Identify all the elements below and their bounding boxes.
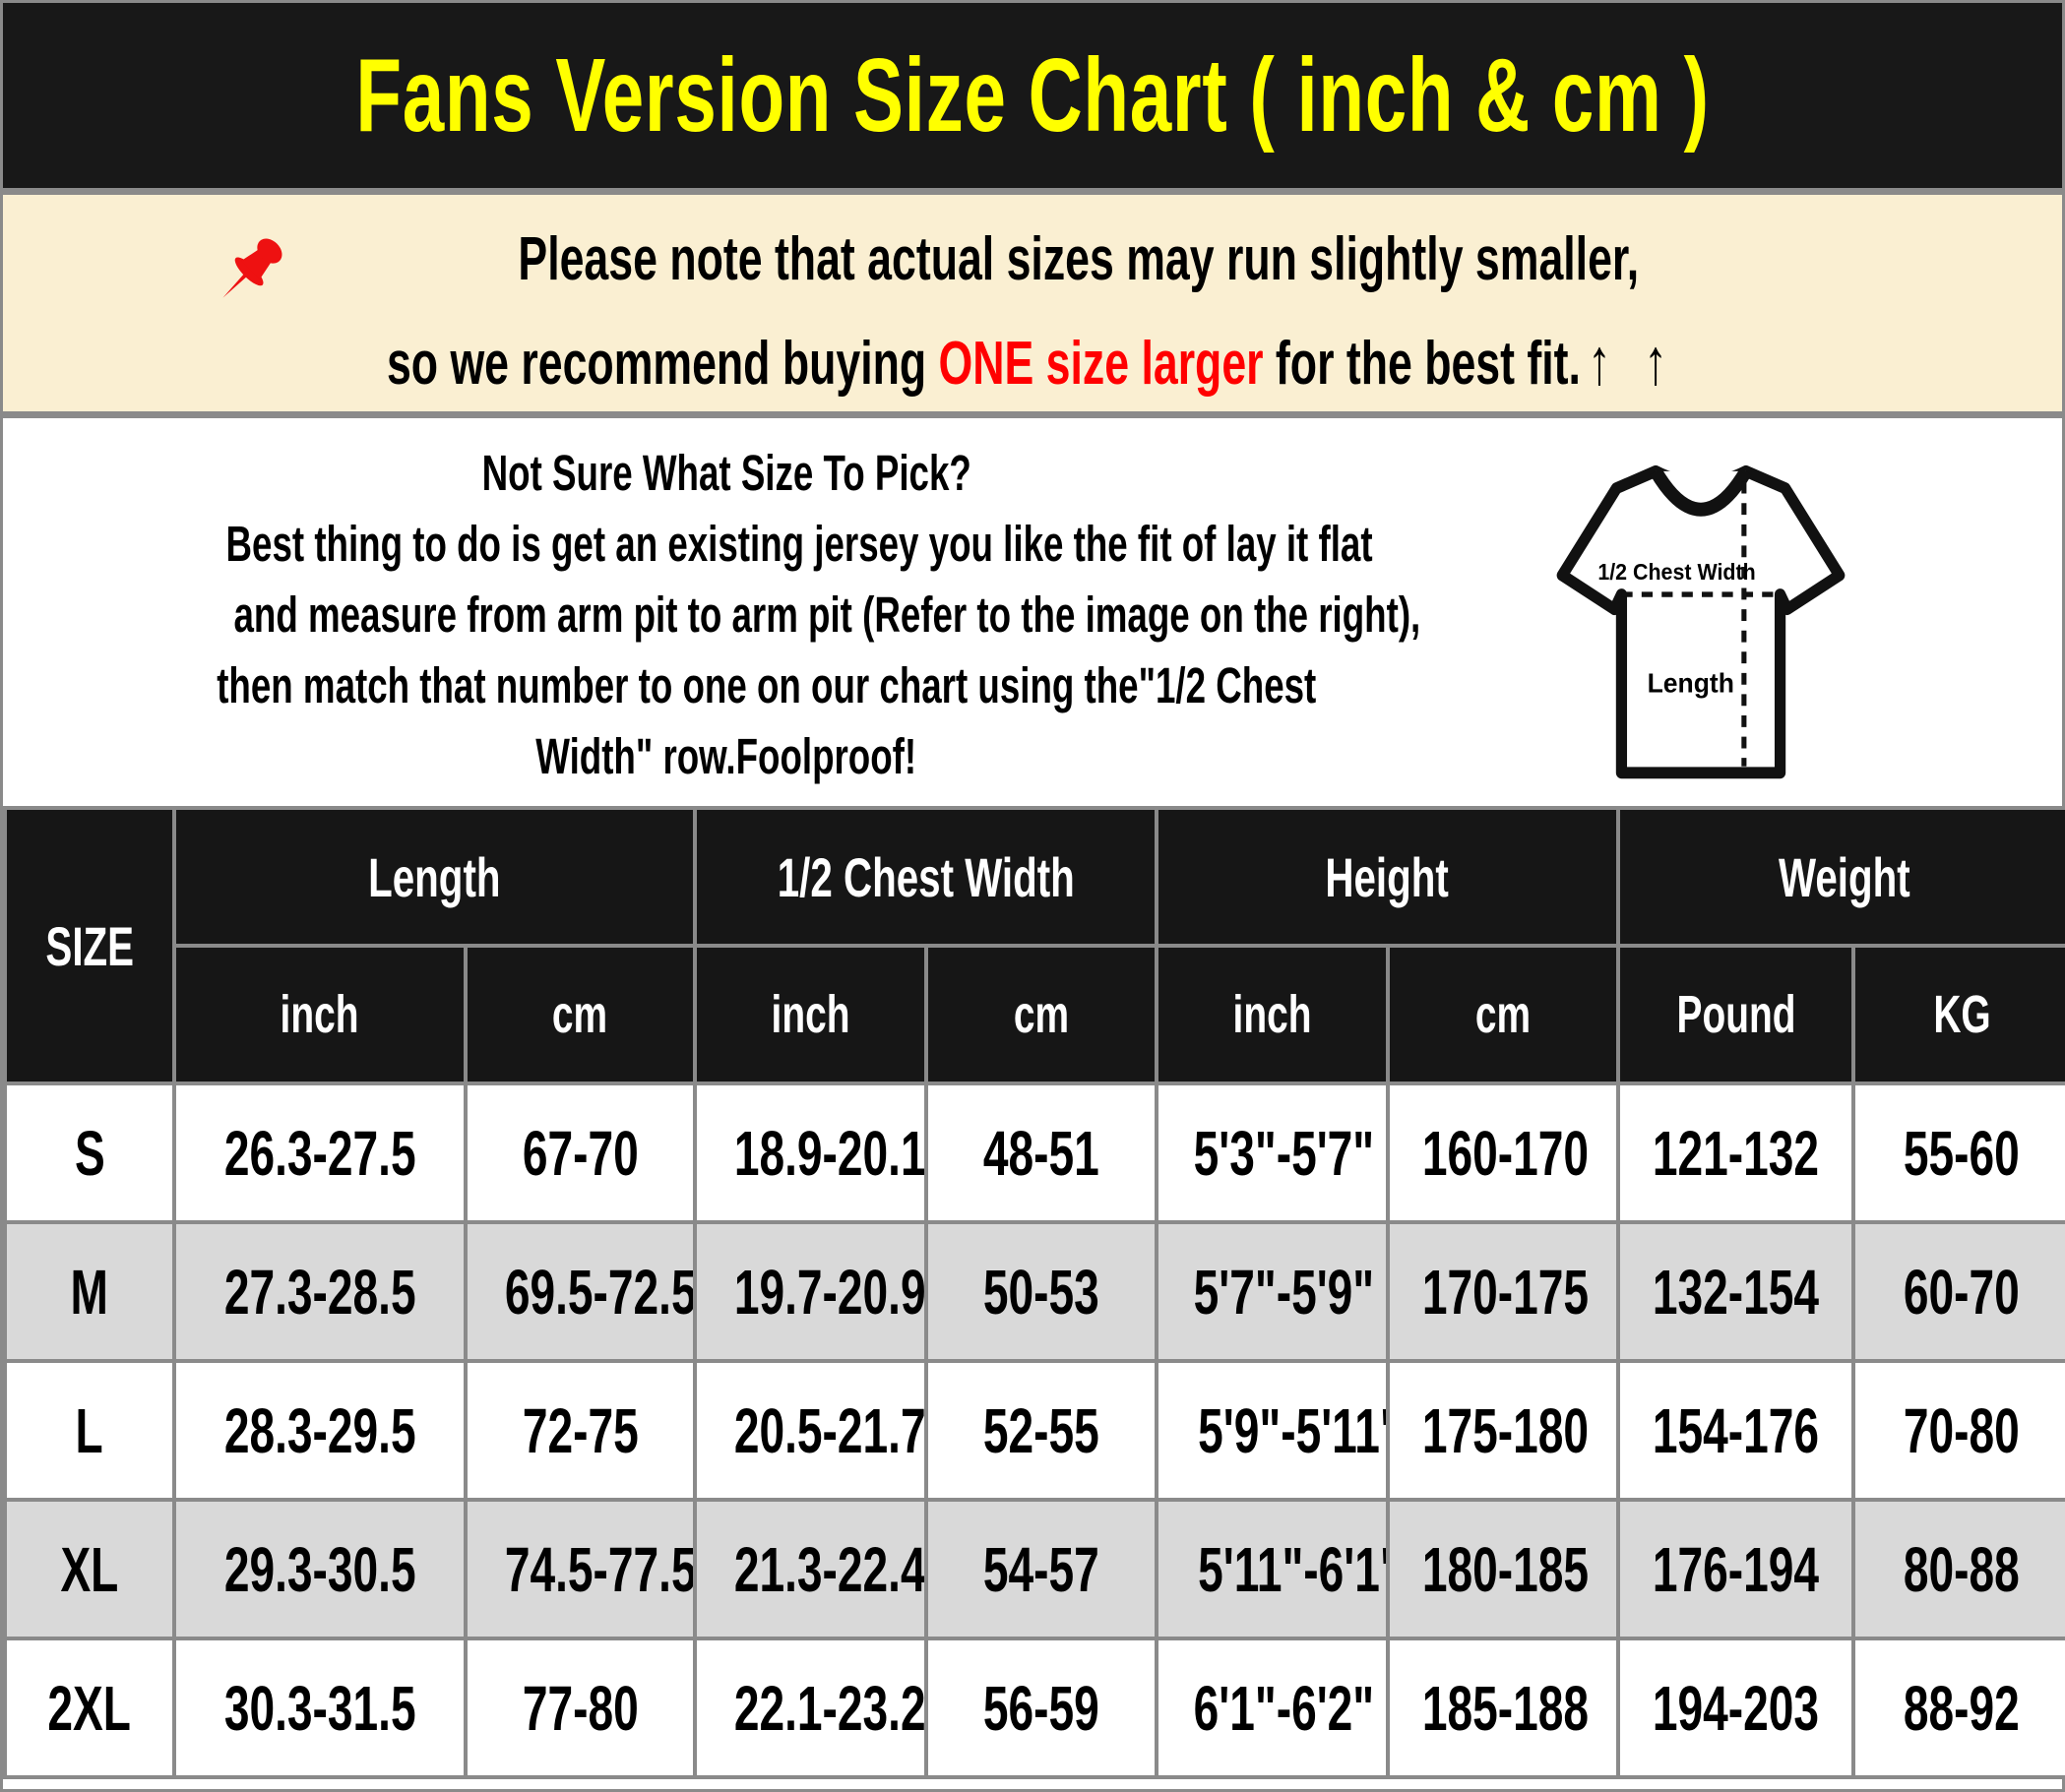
section-divider <box>3 411 2062 418</box>
value-cell: 5'7"-5'9" <box>1155 1220 1391 1363</box>
value-cell: 121-132 <box>1616 1081 1856 1224</box>
table-group-header-row: SIZE Length 1/2 Chest Width Height Weigh… <box>3 806 2065 1085</box>
value-cell: 60-70 <box>1851 1220 2065 1363</box>
col-header-weight-kg: KG <box>1851 944 2065 1085</box>
notice-line-2: so we recommend buying ONE size larger f… <box>136 321 1928 404</box>
col-group-length: Length <box>172 806 697 948</box>
size-cell: XL <box>3 1498 176 1640</box>
notice-text-2-pre: so we recommend buying <box>387 329 940 398</box>
guide-text-block: Not Sure What Size To Pick? Best thing t… <box>3 438 1450 792</box>
value-cell: 6'1"-6'2" <box>1155 1637 1391 1779</box>
guide-line: Width" row.Foolproof! <box>535 728 917 784</box>
chest-width-label: 1/2 Chest Width <box>1597 559 1755 585</box>
value-cell: 18.9-20.1 <box>693 1081 928 1224</box>
value-cell: 20.5-21.7 <box>693 1359 928 1502</box>
value-cell: 5'11"-6'1" <box>1155 1498 1391 1640</box>
up-arrows-icon: ↑ ↑ <box>1588 324 1678 398</box>
guide-line: and measure from arm pit to arm pit (Ref… <box>233 587 1421 643</box>
value-cell: 80-88 <box>1851 1498 2065 1640</box>
sizing-guide: Not Sure What Size To Pick? Best thing t… <box>3 418 2062 806</box>
size-cell: 2XL <box>3 1637 176 1779</box>
col-header-length-cm: cm <box>464 944 697 1085</box>
tshirt-measure-diagram: 1/2 Chest Width Length <box>1550 446 1851 796</box>
value-cell: 185-188 <box>1386 1637 1621 1779</box>
value-cell: 160-170 <box>1386 1081 1621 1224</box>
value-cell: 21.3-22.4 <box>693 1498 928 1640</box>
col-header-chest-cm: cm <box>923 944 1159 1085</box>
guide-line: Best thing to do is get an existing jers… <box>225 516 1373 572</box>
title-bar: Fans Version Size Chart ( inch & cm ) <box>3 3 2062 188</box>
size-chart-table: SIZE Length 1/2 Chest Width Height Weigh… <box>3 806 2065 1779</box>
col-header-height-inch: inch <box>1155 944 1391 1085</box>
size-cell: L <box>3 1359 176 1502</box>
page-title: Fans Version Size Chart ( inch & cm ) <box>355 36 1710 154</box>
value-cell: 22.1-23.2 <box>693 1637 928 1779</box>
value-cell: 194-203 <box>1616 1637 1856 1779</box>
value-cell: 52-55 <box>923 1359 1159 1502</box>
value-cell: 19.7-20.9 <box>693 1220 928 1363</box>
guide-heading: Not Sure What Size To Pick? <box>481 445 971 501</box>
value-cell: 29.3-30.5 <box>172 1498 468 1640</box>
value-cell: 132-154 <box>1616 1220 1856 1363</box>
value-cell: 48-51 <box>923 1081 1159 1224</box>
tshirt-icon: 1/2 Chest Width Length <box>1556 464 1846 779</box>
guide-line: then match that number to one on our cha… <box>217 657 1317 713</box>
value-cell: 28.3-29.5 <box>172 1359 468 1502</box>
table-row-l: L 28.3-29.5 72-75 20.5-21.7 52-55 5'9"-5… <box>3 1359 2065 1502</box>
value-cell: 175-180 <box>1386 1359 1621 1502</box>
notice-text-2-post: for the best fit. <box>1263 329 1582 398</box>
value-cell: 27.3-28.5 <box>172 1220 468 1363</box>
col-group-weight: Weight <box>1616 806 2065 948</box>
notice-text-1: Please note that actual sizes may run sl… <box>518 224 1640 293</box>
value-cell: 69.5-72.5 <box>464 1220 697 1363</box>
value-cell: 5'3"-5'7" <box>1155 1081 1391 1224</box>
value-cell: 72-75 <box>464 1359 697 1502</box>
col-header-length-inch: inch <box>172 944 468 1085</box>
col-header-size: SIZE <box>3 806 176 1085</box>
notice-banner: Please note that actual sizes may run sl… <box>3 195 2062 411</box>
notice-line-1: Please note that actual sizes may run sl… <box>208 209 1857 311</box>
value-cell: 50-53 <box>923 1220 1159 1363</box>
table-unit-header-row: inch cm inch cm inch cm Pound KG <box>5 944 2065 1085</box>
col-group-chest-width: 1/2 Chest Width <box>692 806 1159 948</box>
table-row-2xl: 2XL 30.3-31.5 77-80 22.1-23.2 56-59 6'1"… <box>3 1637 2065 1779</box>
length-label: Length <box>1648 667 1734 699</box>
table-row-s: S 26.3-27.5 67-70 18.9-20.1 48-51 5'3"-5… <box>3 1081 2065 1224</box>
col-header-height-cm: cm <box>1386 944 1621 1085</box>
col-header-weight-pound: Pound <box>1616 944 1856 1085</box>
value-cell: 55-60 <box>1851 1081 2065 1224</box>
size-cell: M <box>3 1220 176 1363</box>
value-cell: 67-70 <box>464 1081 697 1224</box>
notice-highlight: ONE size larger <box>939 329 1264 398</box>
value-cell: 88-92 <box>1851 1637 2065 1779</box>
value-cell: 56-59 <box>923 1637 1159 1779</box>
value-cell: 154-176 <box>1616 1359 1856 1502</box>
value-cell: 77-80 <box>464 1637 697 1779</box>
value-cell: 26.3-27.5 <box>172 1081 468 1224</box>
table-row-m: M 27.3-28.5 69.5-72.5 19.7-20.9 50-53 5'… <box>3 1220 2065 1363</box>
value-cell: 176-194 <box>1616 1498 1856 1640</box>
value-cell: 180-185 <box>1386 1498 1621 1640</box>
value-cell: 70-80 <box>1851 1359 2065 1502</box>
col-group-height: Height <box>1155 806 1621 948</box>
value-cell: 5'9"-5'11" <box>1155 1359 1391 1502</box>
pushpin-icon <box>222 238 282 298</box>
col-header-chest-inch: inch <box>693 944 928 1085</box>
value-cell: 54-57 <box>923 1498 1159 1640</box>
value-cell: 30.3-31.5 <box>172 1637 468 1779</box>
value-cell: 74.5-77.5 <box>464 1498 697 1640</box>
value-cell: 170-175 <box>1386 1220 1621 1363</box>
size-cell: S <box>3 1081 176 1224</box>
section-divider <box>3 188 2062 195</box>
table-row-xl: XL 29.3-30.5 74.5-77.5 21.3-22.4 54-57 5… <box>3 1498 2065 1640</box>
